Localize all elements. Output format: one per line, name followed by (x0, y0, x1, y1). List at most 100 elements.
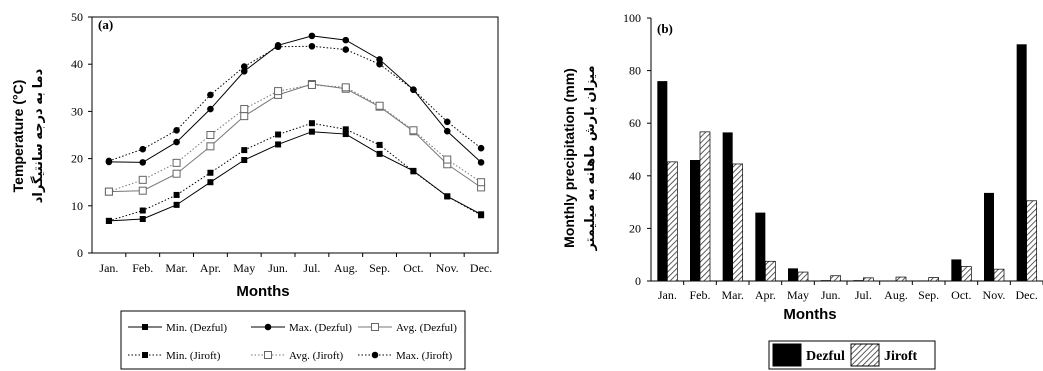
data-point (206, 142, 215, 151)
precipitation-chart: 0 20 40 60 80 100 Jan. Feb. Mar. Apr. May Jun. Jul.… (561, 11, 1043, 370)
bar-jiroft (830, 275, 842, 282)
legend-entry: Avg. (Jiroft) (251, 350, 344, 362)
data-point (443, 155, 452, 164)
x-tick-label: Mar. (721, 288, 743, 302)
legend-label: Jiroft (884, 349, 918, 364)
bar-dezful (820, 280, 831, 281)
x-tick-label: Feb. (690, 288, 711, 302)
y-tick-label: 40 (629, 169, 641, 183)
data-point (342, 36, 350, 44)
data-point (308, 120, 315, 127)
legend-label: Avg. (Jiroft) (289, 350, 344, 362)
data-point (207, 105, 214, 113)
temperature-series (104, 32, 486, 224)
legend-entry: Dezful (772, 343, 845, 367)
legend-label: Min. (Jiroft) (166, 350, 221, 362)
data-point (342, 46, 350, 53)
temperature-axes (91, 16, 499, 254)
legend-marker (142, 324, 148, 330)
data-point (241, 157, 248, 164)
x-tick-label: Jan. (658, 288, 677, 302)
x-tick-label: Jun. (821, 288, 841, 302)
panel-b-label: (b) (657, 21, 673, 36)
data-point (139, 145, 147, 153)
legend-label: Dezful (806, 349, 845, 364)
legend-entry: Avg. (Dezful) (358, 322, 457, 334)
temperature-y-ticks: 0 10 20 30 40 50 (71, 10, 92, 260)
data-point (308, 42, 316, 50)
x-tick-label: Nov. (436, 261, 459, 275)
bar-dezful (853, 280, 864, 281)
data-point (410, 168, 417, 175)
data-point (477, 159, 485, 166)
bar-jiroft (993, 268, 1005, 282)
bar-jiroft (960, 266, 972, 282)
x-tick-label: Apr. (200, 261, 221, 275)
legend-label: Avg. (Dezful) (396, 322, 457, 334)
bar-dezful (1016, 44, 1027, 281)
data-point (376, 60, 383, 68)
bar-jiroft (862, 277, 874, 282)
data-point (341, 83, 350, 92)
bar-jiroft (699, 131, 711, 282)
data-point (240, 112, 249, 121)
data-point (173, 191, 180, 198)
bar-jiroft (764, 260, 776, 282)
precipitation-y-ticks: 0 20 40 60 80 100 (623, 11, 651, 288)
data-point (139, 216, 146, 223)
legend-label: Max. (Dezful) (289, 322, 352, 334)
data-point (342, 131, 349, 138)
legend-marker (264, 323, 272, 331)
x-tick-label: Nov. (983, 288, 1006, 302)
legend-label: Min. (Dezful) (166, 322, 227, 334)
x-tick-label: Oct. (403, 261, 423, 275)
x-tick-label: Aug. (334, 261, 358, 275)
legend-entry: Min. (Jiroft) (128, 350, 221, 362)
series-min-dezful (105, 128, 485, 224)
y-tick-label: 0 (635, 274, 641, 288)
legend-marker (142, 352, 148, 358)
legend-label: Max. (Jiroft) (396, 350, 453, 362)
y-tick-label: 20 (71, 152, 83, 166)
x-tick-label: Apr. (755, 288, 776, 302)
x-tick-label: Aug. (884, 288, 908, 302)
bar-jiroft (666, 161, 678, 282)
y-tick-label: 10 (71, 199, 83, 213)
data-point (240, 63, 248, 70)
x-tick-label: Sep. (918, 288, 939, 302)
bar-dezful (722, 132, 733, 281)
data-point (477, 178, 486, 187)
data-point (207, 91, 214, 99)
data-point (207, 169, 214, 176)
data-point (207, 179, 214, 186)
x-tick-label: May (233, 261, 255, 275)
precipitation-y-axis-title-persian: میزان بارش ماهانه به میلیمتر (582, 65, 597, 251)
data-point (275, 131, 282, 138)
legend-entry: Jiroft (850, 343, 918, 367)
precipitation-x-axis-title: Months (783, 306, 836, 323)
series-line (108, 35, 482, 163)
data-point (105, 157, 113, 165)
data-point (241, 147, 248, 154)
temperature-y-axis-title: Temperature (°C) (10, 80, 26, 193)
x-tick-label: May (787, 288, 809, 302)
temperature-y-axis-title-persian: دما به درجه سانتیگراد (30, 68, 45, 203)
bar-jiroft (895, 276, 907, 282)
temperature-x-axis-title: Months (236, 283, 289, 300)
x-tick-label: Oct. (951, 288, 971, 302)
x-tick-label: Jul. (303, 261, 320, 275)
bar-dezful (657, 81, 668, 282)
data-point (444, 193, 451, 200)
x-tick-label: Mar. (165, 261, 187, 275)
data-point (173, 126, 180, 134)
y-tick-label: 50 (71, 10, 83, 24)
x-tick-label: Sep. (369, 261, 390, 275)
x-tick-label: Jan. (99, 261, 118, 275)
panel-a-label: (a) (98, 17, 113, 32)
bar-jiroft (928, 277, 940, 282)
y-tick-label: 20 (629, 221, 641, 235)
data-point (308, 32, 316, 40)
data-point (443, 127, 451, 135)
legend-marker (264, 351, 272, 359)
